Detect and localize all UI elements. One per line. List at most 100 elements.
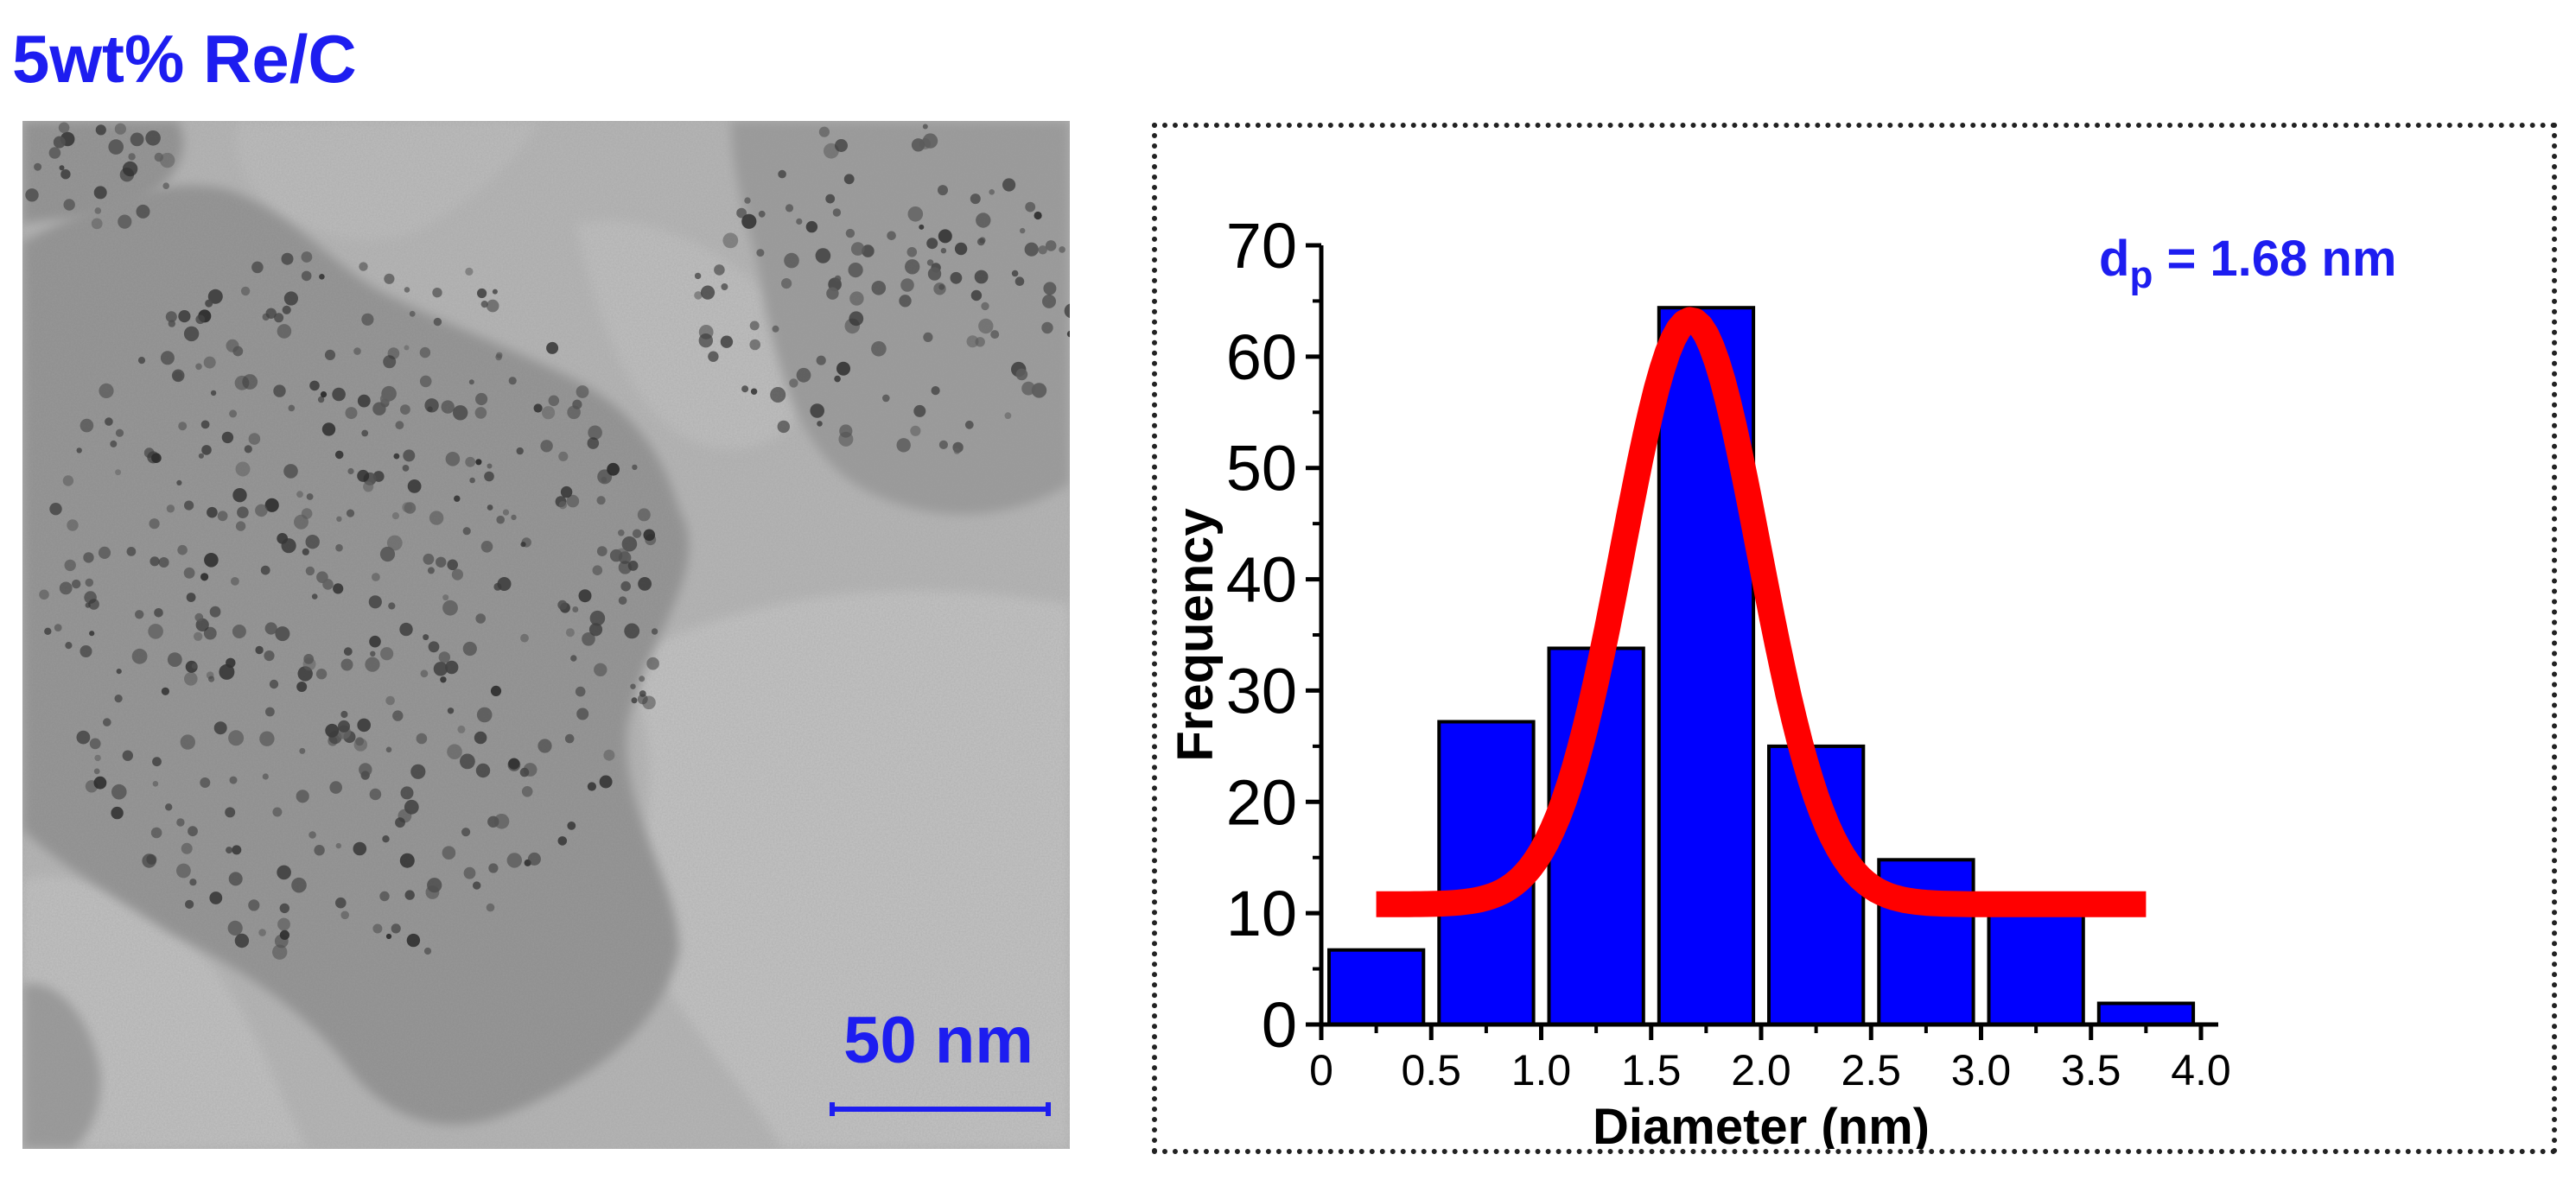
nanoparticle <box>143 447 155 459</box>
nanoparticle <box>264 498 279 512</box>
nanoparticle <box>194 612 204 622</box>
nanoparticle <box>433 317 442 327</box>
nanoparticle <box>274 313 284 323</box>
nanoparticle <box>158 557 169 568</box>
nanoparticle <box>432 288 442 298</box>
nanoparticle <box>454 495 461 502</box>
tem-micrograph-image <box>22 121 1070 1149</box>
nanoparticle <box>495 353 502 361</box>
nanoparticle <box>114 695 123 703</box>
nanoparticle <box>94 754 101 762</box>
nanoparticle <box>53 136 66 149</box>
nanoparticle <box>48 147 61 159</box>
nanoparticle <box>508 377 517 385</box>
nanoparticle <box>416 733 428 745</box>
nanoparticle <box>225 807 236 818</box>
nanoparticle <box>938 185 948 196</box>
nanoparticle <box>923 332 933 342</box>
nanoparticle <box>324 349 336 360</box>
nanoparticle <box>93 776 107 790</box>
nanoparticle <box>221 431 234 444</box>
nanoparticle <box>964 420 974 429</box>
nanoparticle <box>721 283 728 290</box>
nanoparticle <box>210 390 217 397</box>
nanoparticle <box>65 642 73 650</box>
nanoparticle <box>89 738 101 750</box>
nanoparticle <box>749 339 760 351</box>
nanoparticle <box>938 440 948 449</box>
nanoparticle <box>325 723 340 738</box>
nanoparticle <box>93 768 100 775</box>
histogram-panel: 0 10 20 30 40 50 60 70 0 0.5 1.0 1.5 2.0 2.5 3.0 3.5 4.0… <box>1152 123 2557 1154</box>
nanoparticle <box>219 663 235 680</box>
nanoparticle <box>576 707 589 720</box>
nanoparticle <box>404 287 410 293</box>
nanoparticle <box>88 599 99 610</box>
nanoparticle <box>273 384 286 397</box>
nanoparticle <box>540 440 553 453</box>
nanoparticle <box>277 865 291 880</box>
nanoparticle <box>913 404 926 417</box>
nanoparticle <box>714 264 725 276</box>
nanoparticle <box>981 301 989 311</box>
nanoparticle <box>638 577 652 591</box>
nanoparticle <box>391 923 401 934</box>
nanoparticle <box>203 356 216 369</box>
nanoparticle <box>1004 412 1012 420</box>
nanoparticle <box>506 853 522 868</box>
nanoparticle <box>191 663 198 669</box>
nanoparticle <box>347 467 354 475</box>
nanoparticle <box>818 126 830 137</box>
nanoparticle <box>420 669 429 678</box>
figure-title: 5wt% Re/C <box>12 21 357 97</box>
nanoparticle <box>407 479 422 493</box>
nanoparticle <box>607 462 620 476</box>
nanoparticle <box>523 763 537 777</box>
nanoparticle <box>836 361 850 376</box>
nanoparticle <box>576 385 589 398</box>
nanoparticle <box>572 606 579 612</box>
nanoparticle <box>1042 294 1056 308</box>
nanoparticle <box>63 199 75 211</box>
nanoparticle <box>232 845 242 855</box>
nanoparticle <box>1025 201 1036 213</box>
nanoparticle <box>465 456 476 467</box>
nanoparticle <box>588 425 602 441</box>
histogram-chart: 0 10 20 30 40 50 60 70 0 0.5 1.0 1.5 2.0 2.5 3.0 3.5 4.0… <box>1167 210 2231 1149</box>
nanoparticle <box>639 676 646 682</box>
nanoparticle <box>1034 211 1042 220</box>
nanoparticle <box>333 583 344 594</box>
nanoparticle <box>165 803 173 811</box>
nanoparticle <box>469 477 475 484</box>
nanoparticle <box>565 628 575 638</box>
nanoparticle <box>321 422 336 436</box>
nanoparticle <box>380 647 394 661</box>
nanoparticle <box>283 291 298 306</box>
nanoparticle <box>772 325 779 333</box>
nanoparticle <box>234 933 250 948</box>
nanoparticle <box>708 351 719 362</box>
nanoparticle <box>1043 282 1057 295</box>
nanoparticle <box>1015 368 1028 381</box>
nanoparticle <box>391 512 399 520</box>
y-tick-label: 10 <box>1226 878 1297 949</box>
nanoparticle <box>511 514 517 521</box>
nanoparticle <box>64 559 76 572</box>
nanoparticle <box>588 623 603 637</box>
nanoparticle <box>317 396 325 403</box>
nanoparticle <box>423 634 429 641</box>
nanoparticle <box>39 589 49 600</box>
nanoparticle <box>208 676 215 682</box>
nanoparticle <box>237 506 249 518</box>
nanoparticle <box>905 259 920 275</box>
nanoparticle <box>404 890 415 900</box>
nanoparticle <box>516 447 524 455</box>
nanoparticle <box>487 463 493 469</box>
nanoparticle <box>195 618 209 632</box>
nanoparticle <box>843 174 855 185</box>
nanoparticle <box>922 124 928 130</box>
nanoparticle <box>953 447 961 454</box>
nanoparticle <box>445 660 459 675</box>
nanoparticle <box>473 881 481 890</box>
nanoparticle <box>402 465 410 472</box>
